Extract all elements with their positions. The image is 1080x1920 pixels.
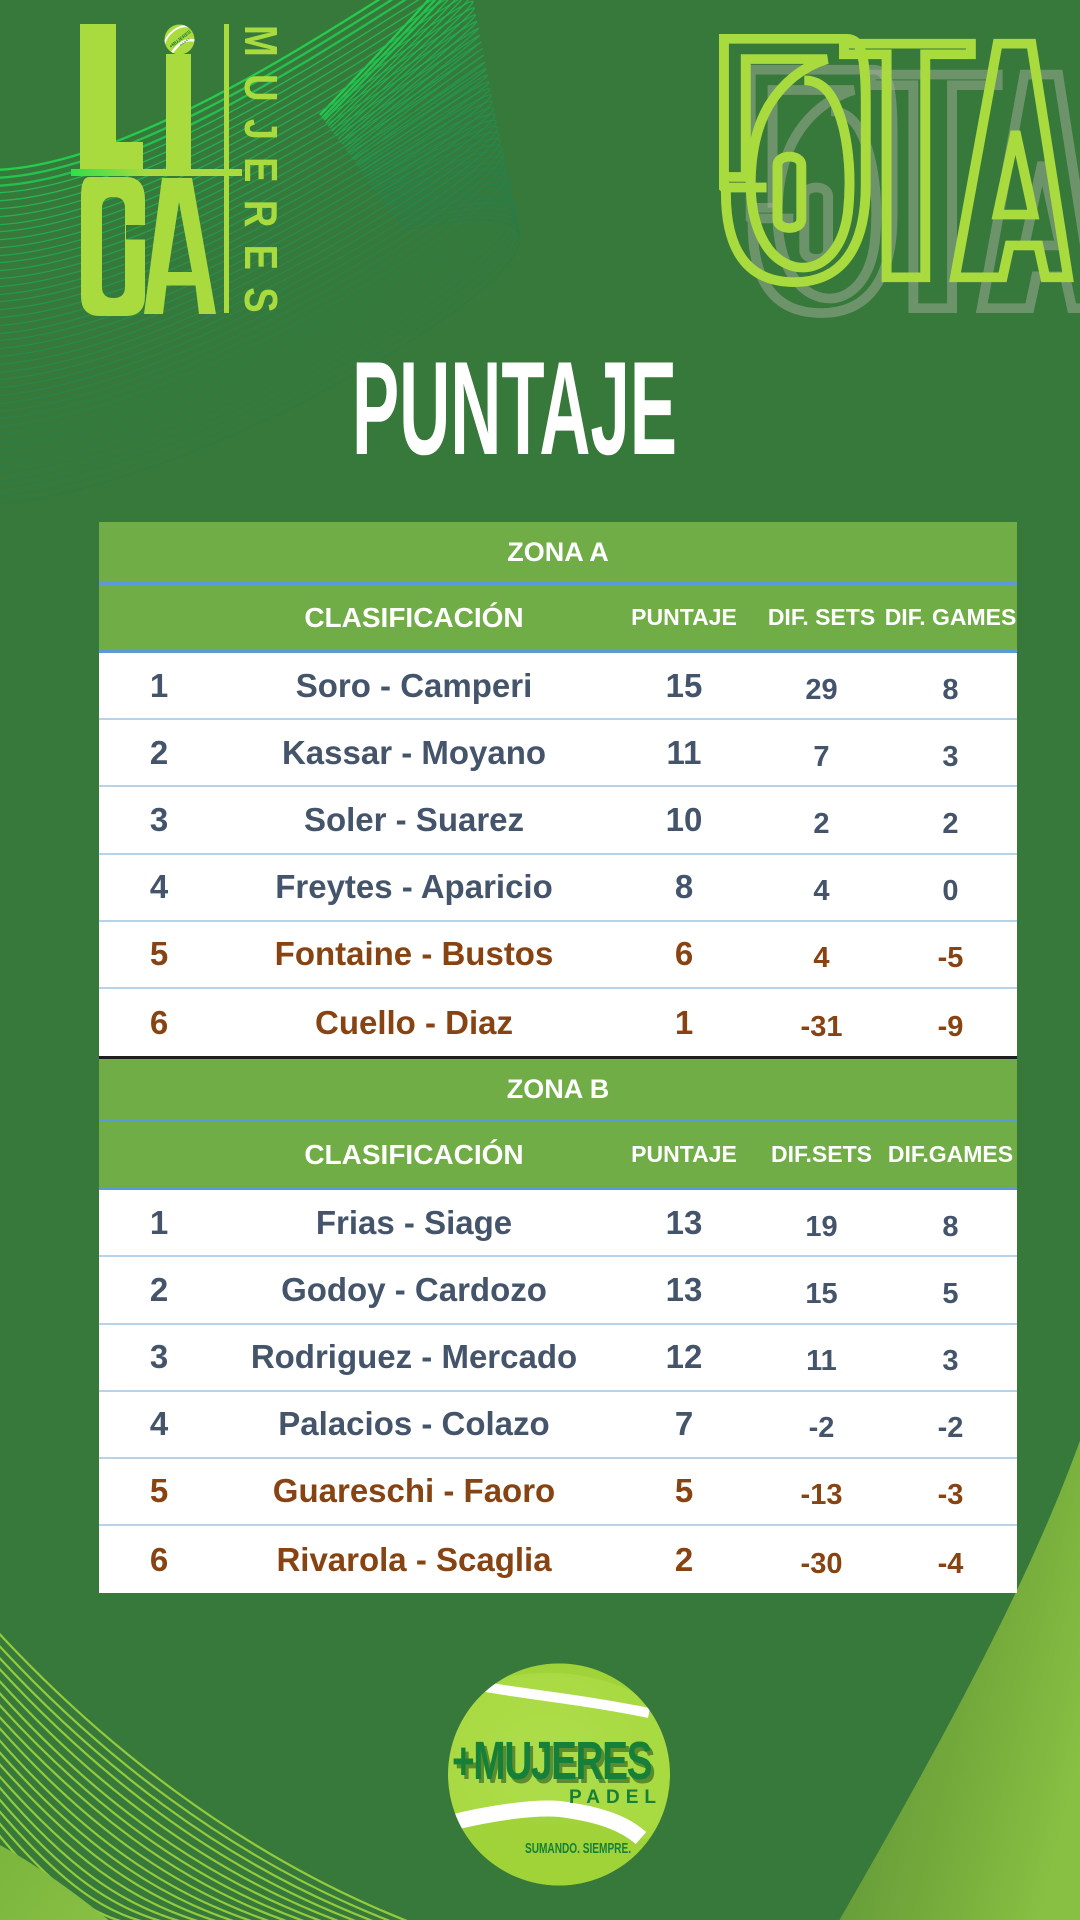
svg-text:+MUJERES: +MUJERES (455, 1734, 654, 1795)
svg-text:PADEL: PADEL (569, 1787, 662, 1808)
svg-text:SUMANDO. SIEMPRE.: SUMANDO. SIEMPRE. (525, 1841, 631, 1857)
svg-text:+MUJERES: +MUJERES (452, 1730, 651, 1791)
svg-text:PADEL: PADEL (179, 36, 191, 47)
